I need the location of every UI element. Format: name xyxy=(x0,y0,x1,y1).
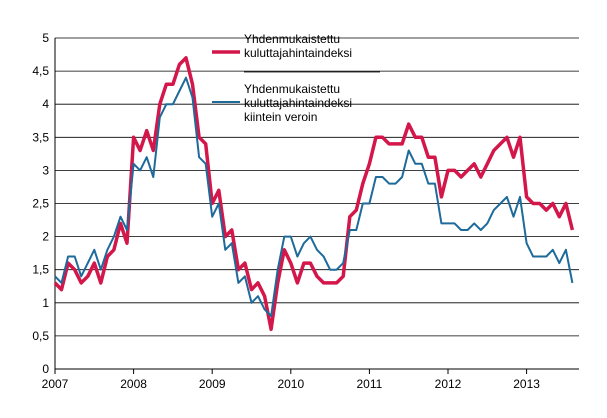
x-tick-label: 2011 xyxy=(356,377,382,391)
x-tick-label: 2013 xyxy=(513,377,540,391)
y-tick-label: 0,5 xyxy=(32,329,49,343)
y-axis: 0 0,5 1 1,5 2 2,5 3 3,5 4 4,5 5 xyxy=(32,31,56,376)
gridlines xyxy=(55,37,579,337)
legend-label-series-1-line-1: Yhdenmukaistettu kuluttajahintaindeksi xyxy=(244,32,352,60)
y-tick-label: 4 xyxy=(42,97,49,111)
y-tick-label: 1,5 xyxy=(32,263,49,277)
y-tick-label: 2 xyxy=(42,230,49,244)
y-tick-label: 4,5 xyxy=(32,64,49,78)
y-tick-label: 3,5 xyxy=(32,130,49,144)
series-lines xyxy=(53,56,575,332)
x-tick-label: 2010 xyxy=(277,377,304,391)
legend-label-series-2-line-1: Yhdenmukaistettu kuluttajahintaindeksi kii… xyxy=(244,82,352,124)
y-tick-label: 1 xyxy=(42,296,49,310)
x-axis: 2007 2008 2009 2010 2011 2012 2013 xyxy=(42,368,579,391)
legend: Yhdenmukaistettu kuluttajahintaindeksi Yh… xyxy=(212,32,380,124)
y-tick-label: 5 xyxy=(42,31,49,45)
legend-label-series-1-line-2: kuluttajahintaindeksi xyxy=(244,46,352,60)
x-tick-label: 2012 xyxy=(435,377,462,391)
x-tick-label: 2008 xyxy=(120,377,147,391)
legend-label-series-2: Yhdenmukaistettu xyxy=(244,82,340,96)
x-tick-label: 2009 xyxy=(199,377,226,391)
legend-label-series-1: Yhdenmukaistettu xyxy=(244,32,340,46)
legend-label-series-2-line-2: kuluttajahintaindeksi xyxy=(244,96,352,110)
series-line-1 xyxy=(53,56,575,332)
series-line-2 xyxy=(54,76,574,317)
y-tick-label: 2,5 xyxy=(32,197,49,211)
y-tick-label: 3 xyxy=(42,163,49,177)
x-tick-label: 2007 xyxy=(42,377,69,391)
legend-label-series-2-line-3: kiintein veroin xyxy=(244,110,317,124)
y-tick-label: 0 xyxy=(42,362,49,376)
